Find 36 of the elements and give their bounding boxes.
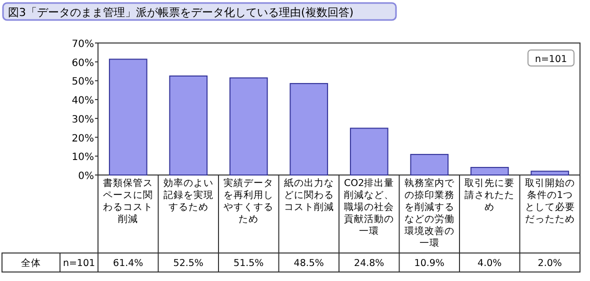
x-tick-label: 執務室内での捺印業務を削減するなどの労働環境改善の一環 (403, 178, 456, 250)
y-tick-label: 30% (72, 114, 94, 126)
bar (229, 77, 268, 176)
y-tick-label: 40% (72, 96, 94, 107)
y-tick-label: 60% (72, 58, 94, 69)
data-label: 48.5% (294, 258, 324, 269)
chart-title: 図3「データのまま管理」派が帳票をデータ化している理由(複数回答) (8, 6, 354, 19)
bar (470, 166, 509, 176)
y-tick-label: 10% (72, 152, 94, 164)
x-tick-label: 取引先に要請されたため (464, 178, 516, 214)
data-label: 24.8% (354, 258, 384, 269)
y-tick-label: 50% (72, 76, 94, 88)
x-tick-label: 効率のよい記録を実現するため (162, 178, 214, 214)
text: n=101 (62, 258, 96, 269)
y-tick-label: 70% (72, 39, 94, 50)
data-label: 4.0% (478, 258, 502, 269)
x-tick-label: CO2排出量削減など、職場の社会貢献活動の一環 (343, 178, 396, 238)
data-label: 52.5% (173, 258, 204, 269)
x-tick-label: 紙の出力などに関わるコスト削減 (282, 178, 335, 214)
data-label: 61.4% (113, 258, 144, 269)
bar (410, 154, 449, 176)
y-tick-label: 20% (72, 133, 94, 144)
x-tick-label: 書類保管スペースに関わるコスト削減 (102, 178, 154, 226)
data-label: 51.5% (234, 258, 264, 269)
bar (290, 83, 328, 176)
text: 全体 (21, 257, 41, 269)
y-tick-label: 0% (78, 171, 94, 182)
data-label: 2.0% (538, 258, 562, 269)
bar (530, 170, 570, 176)
x-tick-label: 実績データを再利用しやすくするため (222, 178, 275, 226)
data-label: 10.9% (414, 258, 444, 269)
x-tick-label: 取引開始の条件の1つとして必要だったため (524, 178, 576, 226)
bar (169, 76, 208, 176)
bar (108, 58, 148, 176)
annotation: n=101 (534, 54, 568, 65)
bar (350, 128, 388, 176)
